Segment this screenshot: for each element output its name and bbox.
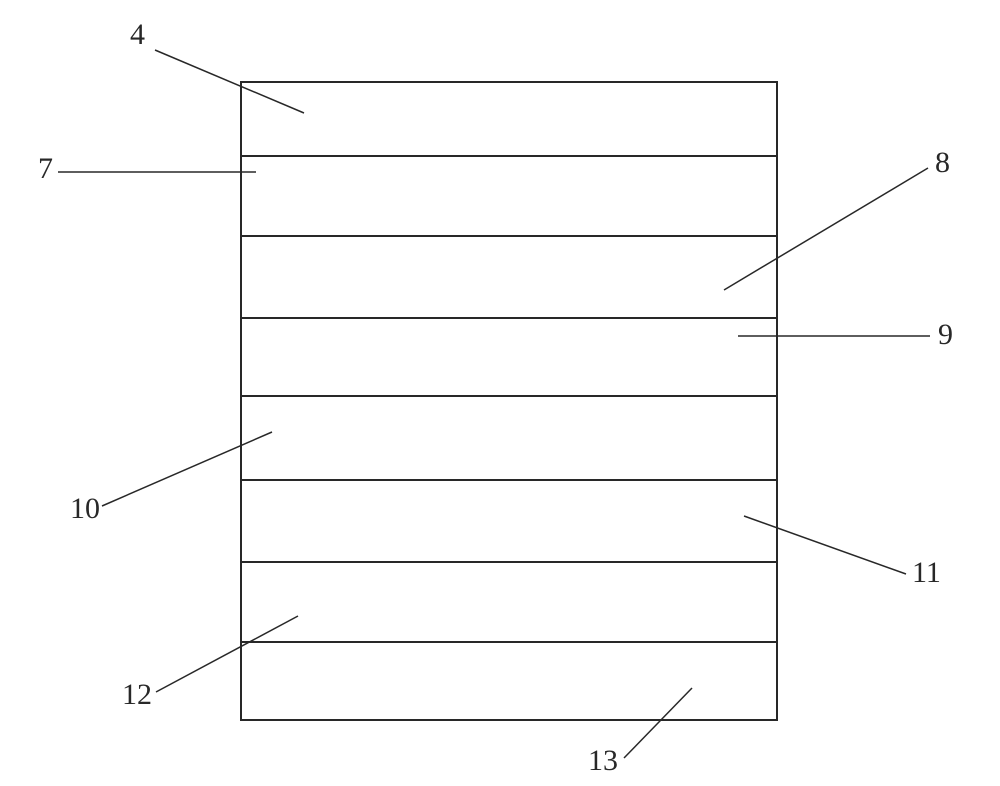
label-12: 12 [122, 678, 152, 711]
label-9: 9 [938, 318, 953, 351]
layer-diagram: 4 7 8 9 10 11 12 13 [0, 0, 1000, 786]
label-8: 8 [935, 146, 950, 179]
label-13: 13 [588, 744, 618, 777]
label-4: 4 [130, 18, 145, 51]
label-11: 11 [912, 556, 941, 589]
stack-outline [241, 82, 777, 720]
label-10: 10 [70, 492, 100, 525]
label-7: 7 [38, 152, 53, 185]
